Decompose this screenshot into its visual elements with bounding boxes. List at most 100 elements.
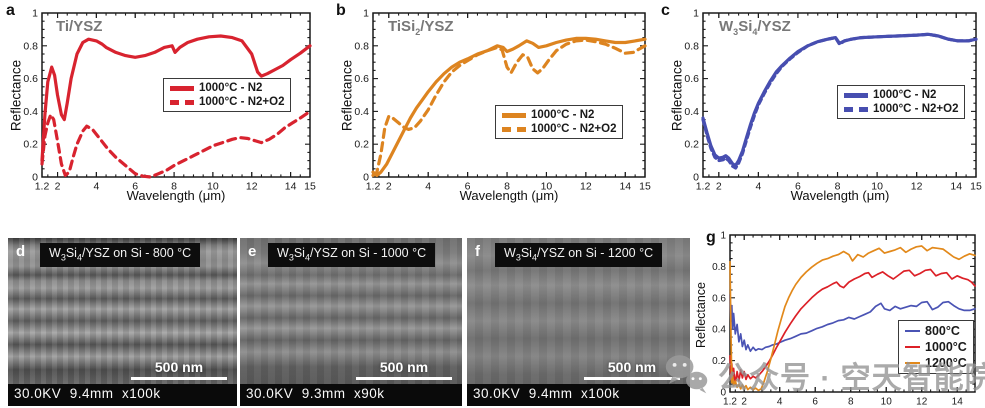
x-tick-label: 10 [207, 181, 219, 193]
y-tick-label: 0.4 [684, 106, 699, 118]
y-tick-label: 0.8 [712, 262, 726, 273]
scale-bar-label: 500 nm [154, 359, 204, 375]
x-tick-label: 14 [950, 181, 962, 193]
y-tick-label: 0.6 [354, 73, 369, 85]
y-tick-label: 0.6 [712, 293, 726, 304]
y-tick-label: 0.2 [354, 139, 369, 151]
y-tick-label: 0.4 [23, 106, 38, 118]
series-line-1000°C---N2+O2 [701, 32, 978, 170]
y-tick-label: 1 [32, 8, 38, 20]
scale-bar: 500 nm [356, 359, 452, 380]
legend: 1000°C - N2 1000°C - N2+O2 [495, 105, 624, 139]
x-tick-label: 14 [619, 181, 631, 193]
scale-bar-line [356, 377, 452, 380]
panel-letter-a: a [6, 2, 15, 19]
panel-b: b TiSi2/YSZ Reflectance Wavelength (μm) … [330, 0, 655, 228]
ticks [702, 13, 977, 177]
series-line-1000°C---N2+O2 [371, 38, 647, 177]
x-tick-label: 6 [465, 181, 471, 193]
chart-a: 1.2 2 4 6 8 10 12 14 15 0 0.2 0.4 0.6 0.8 1 [0, 0, 330, 228]
legend-label: 1000°C - N2 [873, 89, 937, 101]
legend-label: 1000°C [925, 340, 967, 354]
legend-swatch [170, 85, 194, 91]
y-tick-label: 0.2 [684, 139, 699, 151]
y-tick-label: 0.8 [23, 40, 38, 52]
x-tick-label: 2 [741, 397, 747, 408]
x-tick-label: 8 [848, 397, 854, 408]
x-tick-label: 4 [755, 181, 761, 193]
scale-bar-label: 500 nm [379, 359, 429, 375]
scale-bar: 500 nm [584, 359, 680, 380]
legend: 800°C 1000°C 1200°C [898, 320, 974, 374]
x-axis-label: Wavelength (μm) [126, 188, 226, 203]
sem-label: W3Si4/YSZ on Si - 1000 °C [268, 243, 436, 267]
panel-a: a Ti/YSZ Reflectance Wavelength (μm) 1.2… [0, 0, 330, 228]
panel-letter-d: d [16, 243, 26, 260]
chart-svg-b: 1.2 2 4 6 8 10 12 14 15 0 0.2 0.4 0.6 0.8 1 [354, 8, 651, 193]
y-axis-label: Reflectance [339, 59, 355, 132]
legend-entry: 1000°C - N2 [170, 82, 284, 94]
legend: 1000°C - N2 1000°C - N2+O2 [163, 78, 292, 112]
legend-label: 1000°C - N2+O2 [873, 103, 959, 115]
legend-swatch [502, 126, 526, 132]
y-axis-label: Reflectance [669, 59, 685, 132]
chart-svg-a: 1.2 2 4 6 8 10 12 14 15 0 0.2 0.4 0.6 0.8 1 [23, 8, 316, 193]
sem-label: W3Si4/YSZ on Si - 800 °C [40, 243, 201, 267]
legend-label: 1000°C - N2+O2 [199, 96, 285, 108]
sem-status-bar: 30.0KV 9.4mm x100k [467, 384, 690, 406]
y-tick-label: 0.6 [23, 73, 38, 85]
legend-swatch [170, 99, 194, 105]
x-tick-label: 12 [246, 181, 258, 193]
legend-label: 1000°C - N2 [199, 82, 263, 94]
sem-label: W3Si4/YSZ on Si - 1200 °C [495, 243, 663, 267]
y-tick-label: 1 [720, 231, 726, 242]
legend-swatch [844, 106, 868, 112]
x-tick-label: 1.2 [696, 181, 711, 193]
plot-frame [372, 12, 646, 178]
x-axis-label: Wavelength (μm) [790, 188, 890, 203]
x-tick-label: 10 [881, 397, 893, 408]
y-tick-label: 0.6 [684, 73, 699, 85]
series-line-1000°C [729, 268, 976, 386]
y-tick-label: 0.2 [23, 139, 38, 151]
panel-g: g Reflectance 1.2 2 4 6 8 10 12 14 0 0.2 0.4 0.6 0.8… [690, 228, 985, 408]
series-line-1000°C---N2+O2 [40, 109, 312, 179]
y-axis-label: Reflectance [8, 59, 24, 132]
legend-swatch [905, 329, 920, 333]
y-tick-label: 0 [693, 172, 699, 184]
x-tick-label: 4 [425, 181, 431, 193]
x-axis-label: Wavelength (μm) [459, 188, 559, 203]
scale-bar-line [584, 377, 680, 380]
x-tick-label: 1.2 [366, 181, 381, 193]
y-tick-label: 0.4 [354, 106, 369, 118]
y-tick-label: 0 [363, 172, 369, 184]
legend-entry: 1000°C - N2 [502, 109, 616, 121]
panel-d: d W3Si4/YSZ on Si - 800 °C 500 nm 30.0KV… [8, 238, 237, 406]
x-tick-label: 14 [952, 397, 964, 408]
legend-label: 1200°C [925, 356, 967, 370]
ticks [372, 13, 646, 177]
y-tick-label: 0.8 [684, 40, 699, 52]
x-tick-label: 8 [504, 181, 510, 193]
plot-title-a: Ti/YSZ [56, 18, 103, 35]
series-line-1000°C---N2 [40, 34, 312, 163]
chart-svg-g: 1.2 2 4 6 8 10 12 14 0 0.2 0.4 0.6 0.8 1 [712, 231, 976, 408]
legend-swatch [905, 361, 920, 365]
panel-letter-c: c [661, 2, 670, 19]
x-tick-label: 10 [541, 181, 553, 193]
y-tick-label: 0.4 [712, 325, 726, 336]
x-tick-label: 4 [93, 181, 99, 193]
legend-swatch [844, 92, 868, 98]
x-tick-label: 14 [285, 181, 297, 193]
x-tick-label: 6 [812, 397, 818, 408]
y-tick-label: 1 [363, 8, 369, 20]
chart-b: 1.2 2 4 6 8 10 12 14 15 0 0.2 0.4 0.6 0.8 1 [330, 0, 655, 228]
y-axis-label: Reflectance [694, 282, 708, 349]
y-tick-label: 0.8 [354, 40, 369, 52]
legend-label: 1000°C - N2+O2 [531, 123, 617, 135]
plot-title-c: W3Si4/YSZ [719, 18, 791, 37]
x-tick-label: 15 [970, 181, 982, 193]
legend-entry: 1000°C - N2+O2 [502, 123, 616, 135]
panel-e: e W3Si4/YSZ on Si - 1000 °C 500 nm 30.0K… [240, 238, 462, 406]
